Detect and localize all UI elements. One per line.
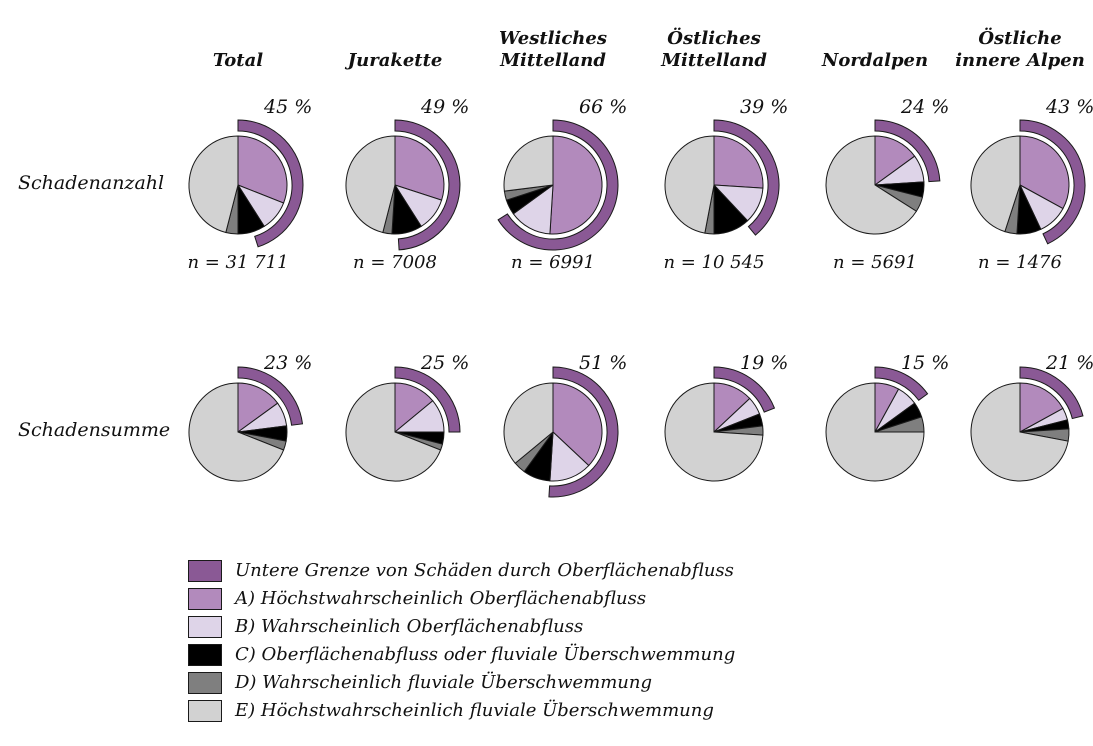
legend-swatch-b — [188, 615, 222, 638]
arc-percentage-label: 24 % — [901, 96, 950, 118]
pie-schadenanzahl-oestliches-mittelland — [664, 119, 780, 236]
pie-schadenanzahl-westliches-mittelland — [497, 119, 619, 251]
pie-schadensumme-total — [188, 366, 304, 482]
legend-label: D) Wahrscheinlich fluviale Überschwemmun… — [235, 672, 653, 693]
column-header-jurakette: Jurakette — [305, 14, 485, 72]
pie-schadenanzahl-oestliche-innere-alpen — [970, 119, 1086, 245]
pie-slice-E — [503, 135, 554, 192]
arc-percentage-label: 25 % — [421, 352, 470, 374]
outer-arc-untere-grenze — [1019, 366, 1084, 420]
outer-arc-untere-grenze — [394, 119, 461, 251]
pie-schadensumme-nordalpen — [825, 366, 929, 482]
column-header-oestliche-innere-alpen: Östliche innere Alpen — [930, 14, 1093, 72]
pie-slice-E — [345, 382, 442, 482]
pie-schadenanzahl-nordalpen — [825, 119, 941, 235]
outer-arc-untere-grenze — [874, 119, 941, 183]
column-header-total: Total — [148, 14, 328, 72]
column-header-line: Östliche — [978, 28, 1062, 49]
legend-label: B) Wahrscheinlich Oberflächenabfluss — [235, 616, 584, 637]
legend-item-d: D) Wahrscheinlich fluviale Überschwemmun… — [188, 671, 735, 694]
legend-swatch-d — [188, 671, 222, 694]
sample-size-label: n = 1476 — [978, 252, 1062, 273]
arc-percentage-label: 39 % — [740, 96, 789, 118]
column-header-westliches-mittelland: Westliches Mittelland — [463, 14, 643, 72]
sample-size-label: n = 5691 — [833, 252, 917, 273]
pie-slice-E — [188, 135, 239, 234]
row-label-schadensumme: Schadensumme — [18, 419, 171, 441]
pie-schadenanzahl-jurakette — [345, 119, 461, 251]
pie-slice-E — [664, 135, 715, 234]
legend-label: E) Höchstwahrscheinlich fluviale Übersch… — [235, 700, 714, 721]
outer-arc-untere-grenze — [548, 366, 619, 498]
sample-size-label: n = 31 711 — [187, 252, 289, 273]
legend: Untere Grenze von Schäden durch Oberfläc… — [188, 559, 735, 722]
pie-slice-E — [825, 135, 918, 235]
outer-arc-untere-grenze — [237, 366, 304, 426]
pie-slice-E — [970, 382, 1069, 482]
pie-slice-E — [825, 382, 925, 482]
pie-slice-A — [549, 135, 603, 235]
arc-percentage-label: 51 % — [579, 352, 628, 374]
column-header-oestliches-mittelland: Östliches Mittelland — [624, 14, 804, 72]
sample-size-label: n = 6991 — [511, 252, 595, 273]
pie-slice-A — [1019, 135, 1070, 210]
outer-arc-untere-grenze — [874, 366, 929, 401]
sample-size-label: n = 7008 — [353, 252, 437, 273]
pie-schadenanzahl-total — [188, 119, 304, 248]
outer-arc-untere-grenze — [713, 366, 776, 413]
column-header-line: Total — [212, 50, 264, 71]
legend-item-e: E) Höchstwahrscheinlich fluviale Übersch… — [188, 699, 735, 722]
legend-label: A) Höchstwahrscheinlich Oberflächenabflu… — [235, 588, 647, 609]
pie-slice-A — [237, 135, 288, 204]
column-header-line: Jurakette — [347, 50, 443, 71]
column-header-line: Mittelland — [661, 50, 767, 71]
outer-arc-untere-grenze — [237, 119, 304, 248]
column-header-line: Östliches — [667, 28, 761, 49]
column-header-line: innere Alpen — [955, 50, 1085, 71]
pie-slice-E — [970, 135, 1021, 233]
outer-arc-untere-grenze — [1019, 119, 1086, 245]
legend-swatch-arc — [188, 559, 222, 582]
column-header-nordalpen: Nordalpen — [785, 14, 965, 72]
pie-slice-E — [664, 382, 764, 482]
pie-schadensumme-westliches-mittelland — [503, 366, 619, 498]
column-header-line: Nordalpen — [821, 50, 929, 71]
row-label-schadenanzahl: Schadenanzahl — [18, 172, 165, 194]
pie-slice-E — [188, 382, 285, 482]
arc-percentage-label: 49 % — [421, 96, 470, 118]
legend-label: C) Oberflächenabfluss oder fluviale Über… — [235, 644, 736, 665]
legend-swatch-e — [188, 699, 222, 722]
pie-slice-E — [345, 135, 396, 234]
outer-arc-untere-grenze — [497, 119, 619, 251]
column-header-line: Mittelland — [500, 50, 606, 71]
arc-percentage-label: 15 % — [901, 352, 950, 374]
sample-size-label: n = 10 545 — [663, 252, 765, 273]
pie-schadensumme-oestliches-mittelland — [664, 366, 776, 482]
pie-slice-E — [503, 382, 554, 464]
pie-slice-A — [713, 135, 764, 189]
pie-schadensumme-jurakette — [345, 366, 461, 482]
column-header-line: Westliches — [499, 28, 607, 49]
legend-label: Untere Grenze von Schäden durch Oberfläc… — [235, 560, 734, 581]
arc-percentage-label: 66 % — [579, 96, 628, 118]
arc-percentage-label: 23 % — [264, 352, 313, 374]
legend-swatch-a — [188, 587, 222, 610]
legend-swatch-c — [188, 643, 222, 666]
legend-item-a: A) Höchstwahrscheinlich Oberflächenabflu… — [188, 587, 735, 610]
arc-percentage-label: 19 % — [740, 352, 789, 374]
arc-percentage-label: 43 % — [1046, 96, 1093, 118]
arc-percentage-label: 21 % — [1046, 352, 1093, 374]
pie-slice-A — [552, 382, 603, 467]
arc-percentage-label: 45 % — [264, 96, 313, 118]
pie-slice-A — [394, 135, 445, 201]
outer-arc-untere-grenze — [394, 366, 461, 433]
legend-item-b: B) Wahrscheinlich Oberflächenabfluss — [188, 615, 735, 638]
outer-arc-untere-grenze — [713, 119, 780, 236]
legend-item-untere-grenze: Untere Grenze von Schäden durch Oberfläc… — [188, 559, 735, 582]
pie-slice-A — [1019, 382, 1064, 433]
pie-schadensumme-oestliche-innere-alpen — [970, 366, 1084, 482]
legend-item-c: C) Oberflächenabfluss oder fluviale Über… — [188, 643, 735, 666]
